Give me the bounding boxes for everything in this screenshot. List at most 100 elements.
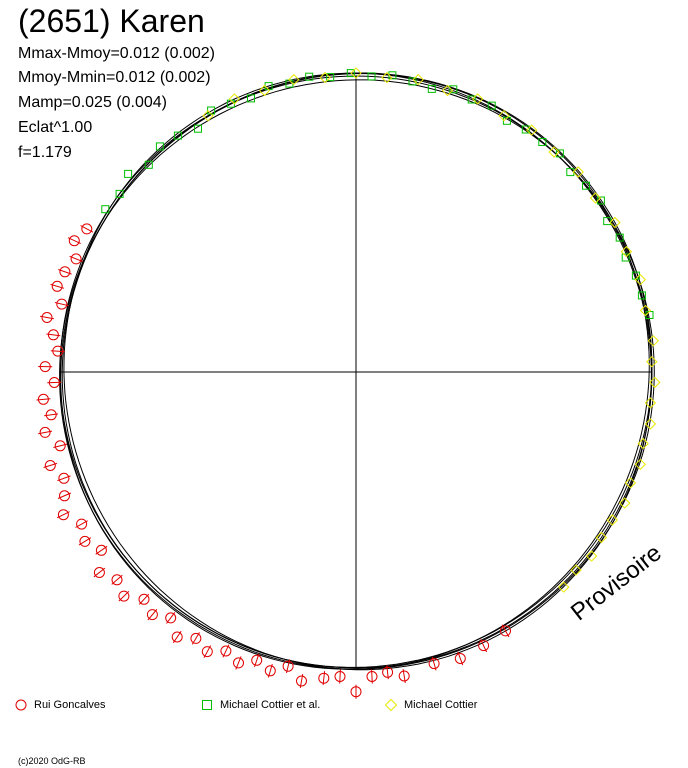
error-bar [339, 669, 341, 684]
data-point-diamond [525, 124, 538, 136]
data-point-square [427, 84, 436, 93]
data-point-diamond [258, 84, 271, 97]
data-point-circle [220, 645, 232, 657]
legend-label: Michael Cottier [404, 699, 478, 711]
model-curves [59, 72, 655, 671]
error-bar [54, 302, 69, 307]
data-point-circle [282, 660, 294, 672]
model-curve [60, 73, 650, 670]
data-point-diamond [202, 109, 214, 122]
error-bar [166, 611, 176, 624]
data-point-diamond [288, 73, 300, 86]
data-point-diamond [228, 93, 241, 105]
param-mmoy-mmin: Mmoy-Mmin=0.012 (0.002) [18, 69, 211, 86]
error-bar [44, 413, 59, 417]
data-point-diamond [319, 71, 331, 84]
data-point-diamond [624, 477, 637, 489]
data-point-diamond [557, 581, 570, 593]
data-point-circle [39, 426, 51, 438]
error-bar [78, 537, 92, 546]
data-point-square [305, 72, 314, 81]
data-point-diamond [589, 192, 602, 204]
error-bar [267, 663, 273, 678]
data-point-circle [454, 653, 466, 664]
data-point-square [367, 72, 376, 81]
legend-label: Rui Goncalves [34, 699, 106, 711]
data-point-circle [56, 298, 68, 310]
data-point-circle [171, 631, 183, 643]
error-bar [138, 593, 150, 605]
data-point-diamond [572, 166, 584, 178]
error-bar [67, 237, 81, 245]
data-point-circle [44, 460, 56, 471]
error-bar [57, 475, 71, 482]
data-point-square [449, 85, 458, 94]
data-point-circle [59, 490, 70, 502]
data-point-circle [81, 223, 93, 235]
error-bar [38, 430, 53, 435]
data-point-circle [118, 590, 130, 602]
data-point-square [115, 189, 124, 198]
data-point-diamond [381, 71, 393, 84]
error-bar [235, 656, 242, 670]
data-point-circle [58, 472, 70, 484]
error-bar [172, 630, 182, 644]
data-point-diamond [606, 514, 619, 526]
error-bar [501, 624, 510, 638]
error-bar [371, 669, 373, 684]
data-point-circle [264, 665, 276, 677]
data-point-square [194, 124, 202, 133]
error-bar [56, 511, 70, 519]
data-point-square [467, 95, 476, 104]
data-point-square [538, 138, 547, 146]
data-point-square [124, 169, 133, 178]
data-point-diamond [609, 216, 621, 229]
legend-item-rui-goncalves: Rui Goncalves [14, 697, 106, 713]
error-bar [46, 333, 61, 337]
error-bar [480, 639, 488, 653]
data-point-diamond [595, 531, 608, 544]
error-bar [53, 443, 68, 448]
param-mmax-mmoy: Mmax-Mmoy=0.012 (0.002) [18, 45, 215, 62]
data-point-circle [146, 609, 158, 621]
error-bar [286, 659, 291, 674]
data-point-diamond [441, 84, 454, 97]
data-point-circle [111, 574, 123, 586]
error-bar [111, 574, 123, 585]
error-bar [431, 656, 437, 671]
square-marker-icon [202, 700, 212, 710]
legend-item-michael-cottier: Michael Cottier [384, 697, 477, 713]
error-bar [118, 590, 130, 602]
data-point-circle [296, 675, 307, 687]
data-point-circle [251, 654, 263, 666]
data-point-diamond [471, 93, 484, 105]
data-point-circle [233, 657, 244, 669]
data-point-diamond [644, 397, 657, 409]
data-point-square [408, 77, 417, 86]
data-point-square [144, 160, 153, 169]
data-point-circle [201, 646, 213, 658]
error-bar [457, 651, 464, 666]
error-bar [203, 645, 212, 659]
data-point-circle [76, 518, 88, 530]
error-bar [95, 545, 108, 555]
param-mamp: Mamp=0.025 (0.004) [18, 94, 167, 111]
data-point-circle [95, 544, 107, 556]
data-point-diamond [585, 550, 598, 562]
data-point-diamond [637, 437, 649, 450]
circle-marker-icon [15, 699, 27, 711]
data-point-circle [45, 409, 57, 421]
data-point-square [247, 94, 255, 103]
data-point-square [487, 101, 496, 110]
data-point-diamond [647, 335, 660, 347]
data-point-square [155, 142, 164, 151]
data-point-square [615, 233, 624, 242]
data-point-diamond [634, 273, 647, 286]
data-point-diamond [634, 458, 647, 471]
data-point-square [555, 149, 564, 158]
error-bar [191, 632, 200, 645]
error-bar [40, 315, 54, 320]
data-point-circle [138, 593, 150, 605]
data-point-circle [59, 266, 71, 278]
data-point-circle [70, 253, 82, 265]
